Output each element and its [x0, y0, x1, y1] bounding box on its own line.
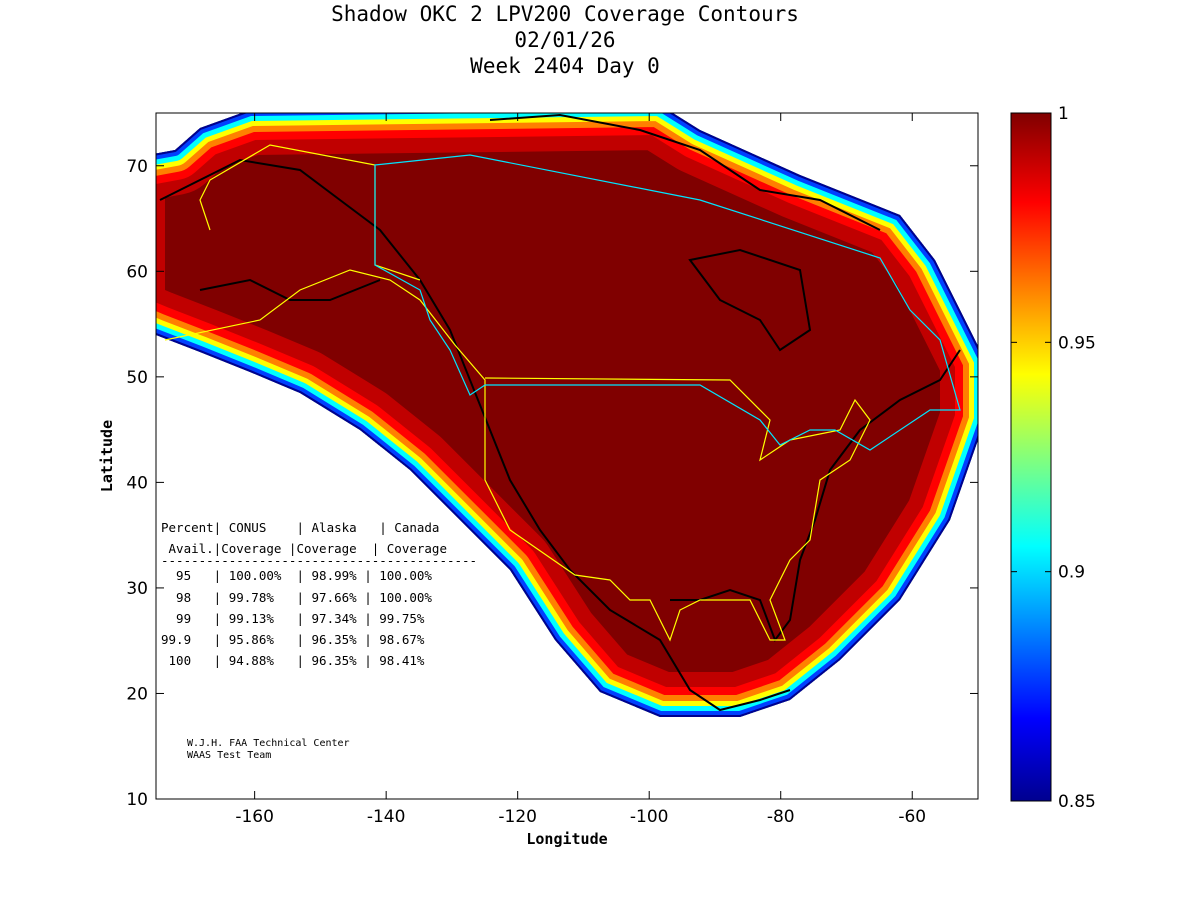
x-tick-label: -140 — [367, 807, 406, 827]
y-tick-label: 40 — [126, 473, 148, 493]
credit: W.J.H. FAA Technical Center WAAS Test Tea… — [187, 738, 350, 762]
coastline — [199, 278, 381, 301]
coverage-core — [156, 113, 978, 717]
title-line-2: 02/01/26 — [514, 28, 616, 52]
y-tick-label: 10 — [126, 790, 148, 810]
colorbar-tick-label: 1 — [1058, 104, 1069, 124]
colorbar-tick-label: 0.85 — [1058, 792, 1096, 812]
coastline — [670, 349, 961, 643]
coastline — [688, 248, 812, 352]
credit-line-1: W.J.H. FAA Technical Center — [187, 738, 350, 749]
colorbar — [1010, 112, 1052, 802]
region-boundary — [374, 154, 961, 451]
coastline — [159, 158, 791, 712]
table-row: 99 | 99.13% | 97.34% | 99.75% — [161, 610, 425, 626]
y-tick-label: 60 — [126, 262, 148, 282]
colorbar-tick-label: 0.9 — [1058, 563, 1085, 583]
coastline — [489, 113, 881, 231]
table-row: 100 | 94.88% | 96.35% | 98.41% — [161, 653, 425, 669]
y-axis-label: Latitude — [98, 420, 116, 492]
x-tick-label: -120 — [498, 807, 537, 827]
table-header-1: Percent| CONUS | Alaska | Canada — [161, 520, 440, 535]
table-header-2: Avail.|Coverage |Coverage | Coverage — [161, 541, 447, 557]
y-tick-label: 30 — [126, 579, 148, 599]
x-tick-label: -80 — [767, 807, 795, 827]
colorbar-tick-label: 0.95 — [1058, 333, 1096, 353]
y-tick-label: 20 — [126, 684, 148, 704]
y-tick-label: 50 — [126, 368, 148, 388]
x-tick-label: -100 — [630, 807, 669, 827]
x-tick-label: -60 — [898, 807, 926, 827]
credit-line-2: WAAS Test Team — [187, 750, 272, 761]
title-line-3: Week 2404 Day 0 — [470, 54, 660, 78]
plot-frame — [155, 112, 979, 800]
table-row: 98 | 99.78% | 97.66% | 100.00% — [161, 589, 432, 605]
x-axis-label: Longitude — [526, 830, 607, 848]
table-divider: ----------------------------------------… — [161, 553, 478, 569]
table-row: 95 | 100.00% | 98.99% | 100.00% — [161, 568, 432, 584]
coverage-table: Percent| CONUS | Alaska | Canada Avail.|… — [161, 517, 477, 671]
table-row: 99.9 | 95.86% | 96.35% | 98.67% — [161, 632, 425, 648]
y-tick-label: 70 — [126, 157, 148, 177]
title-line-1: Shadow OKC 2 LPV200 Coverage Contours — [331, 2, 799, 26]
x-tick-label: -160 — [235, 807, 274, 827]
